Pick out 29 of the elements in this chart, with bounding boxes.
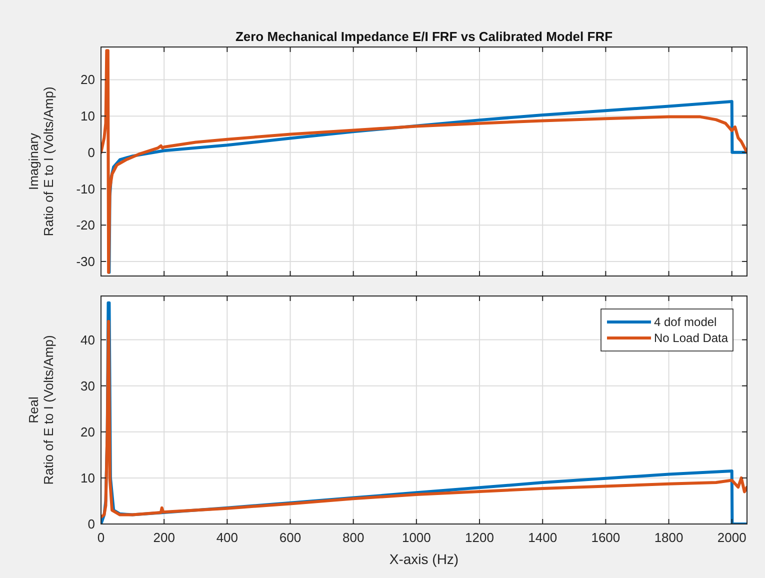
y-tick-label: 40 (80, 332, 95, 348)
x-tick-label: 200 (153, 530, 175, 545)
legend-label: 4 dof model (654, 315, 717, 329)
x-tick-label: 1200 (465, 530, 494, 545)
y-tick-label: -10 (76, 181, 95, 196)
y-tick-label: 20 (80, 72, 95, 88)
x-tick-label: 1600 (591, 530, 620, 545)
x-tick-label: 1000 (402, 530, 431, 545)
y-axis-title: Real Ratio of E to I (Volts/Amp) (26, 335, 56, 485)
x-tick-label: 600 (279, 530, 302, 545)
x-axis-title: X-axis (Hz) (389, 551, 459, 567)
y-tick-label: 0 (88, 144, 95, 160)
x-tick-label: 1800 (654, 530, 684, 545)
line-series (101, 49, 747, 274)
y-tick-label: 20 (80, 424, 95, 440)
y-tick-label: 10 (80, 470, 95, 486)
legend-label: No Load Data (654, 331, 728, 345)
y-tick-label: 30 (80, 378, 95, 394)
y-tick-label: 0 (88, 516, 95, 532)
x-tick-label: 1400 (528, 530, 558, 545)
y-tick-label: 10 (80, 108, 95, 124)
y-tick-label: -20 (76, 218, 95, 233)
x-tick-label: 400 (216, 530, 238, 545)
x-tick-label: 800 (342, 530, 364, 545)
x-tick-label: 2000 (717, 530, 746, 545)
y-axis-title: Imaginary Ratio of E to I (Volts/Amp) (26, 86, 56, 236)
y-tick-label: -30 (76, 254, 95, 269)
x-tick-label: 0 (97, 530, 105, 545)
chart-title: Zero Mechanical Impedance E/I FRF vs Calibrated Model FRF (235, 29, 613, 44)
